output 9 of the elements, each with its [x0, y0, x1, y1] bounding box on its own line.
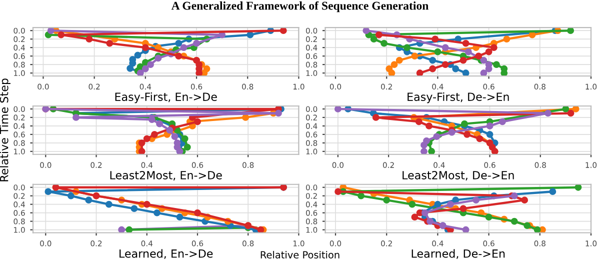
x-axis-title: Least2Most, En->De: [110, 170, 222, 181]
y-axis-title: Relative Time Step: [0, 78, 10, 182]
x-axis-title: Least2Most, De->En: [402, 170, 514, 181]
x-axis-title: Learned, En->De: [120, 249, 213, 259]
x-axis-title: Easy-First, En->De: [115, 92, 217, 104]
text: Relative Position: [260, 250, 340, 258]
chart-title: A Generalized Framework of Sequence Generation: [171, 1, 429, 12]
x-axis-title: Easy-First, De->En: [408, 92, 509, 104]
x-axis-title: Learned, De->En: [412, 249, 505, 259]
